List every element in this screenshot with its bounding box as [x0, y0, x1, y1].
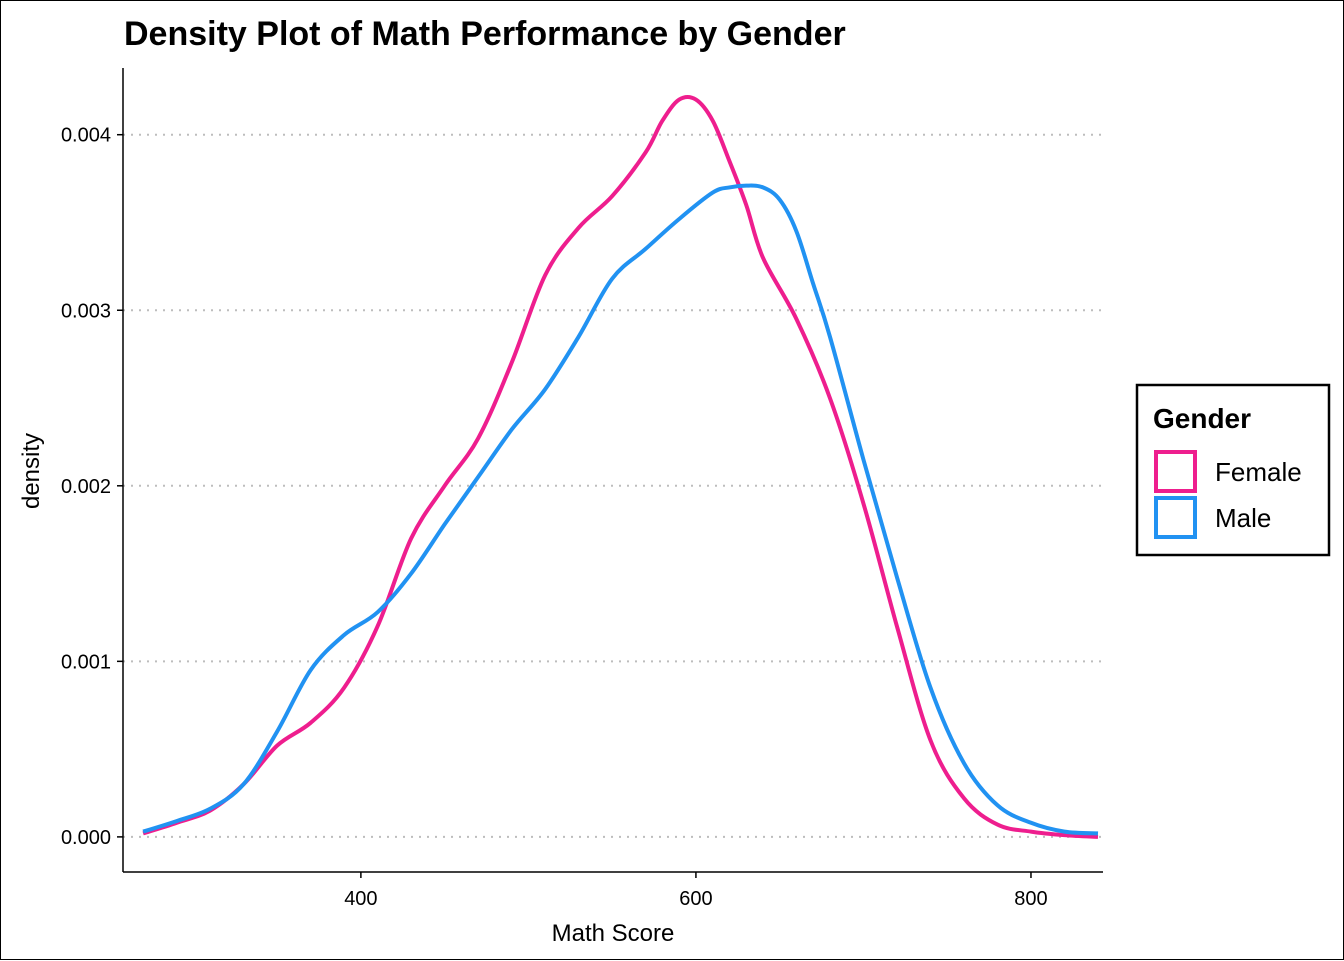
x-tick-label: 600	[679, 888, 712, 910]
y-tick-label: 0.001	[61, 651, 111, 673]
y-axis-ticks: 0.000 0.001 0.002 0.003 0.004	[61, 125, 123, 849]
legend-title: Gender	[1153, 403, 1251, 434]
y-axis-title: density	[18, 433, 45, 509]
y-tick-label: 0.002	[61, 476, 111, 498]
x-axis-title: Math Score	[552, 920, 675, 947]
legend-label-female: Female	[1215, 457, 1302, 487]
gridlines	[123, 133, 1103, 838]
density-line-male	[142, 183, 1099, 836]
legend-key-female	[1154, 450, 1197, 493]
x-tick-label: 800	[1014, 888, 1047, 910]
chart-title: Density Plot of Math Performance by Gend…	[124, 15, 846, 53]
legend: Gender Female Male	[1135, 383, 1331, 557]
x-tick-label: 400	[344, 888, 377, 910]
legend-key-male	[1154, 496, 1197, 539]
density-curves	[142, 94, 1099, 839]
x-axis-ticks: 400 600 800	[344, 872, 1048, 910]
y-tick-label: 0.004	[61, 125, 111, 147]
legend-items: Female Male	[1154, 450, 1302, 539]
legend-label-male: Male	[1215, 503, 1271, 533]
density-line-female	[142, 94, 1099, 839]
y-tick-label: 0.003	[61, 300, 111, 322]
y-tick-label: 0.000	[61, 827, 111, 849]
